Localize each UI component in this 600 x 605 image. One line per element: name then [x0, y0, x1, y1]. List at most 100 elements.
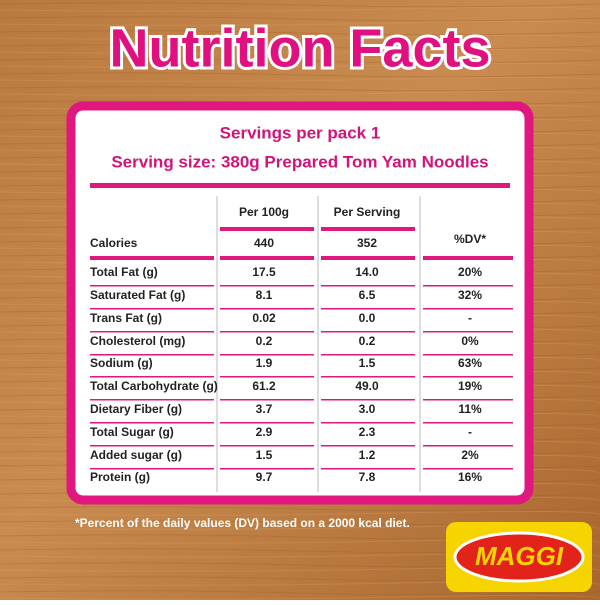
cell: 63%	[458, 356, 482, 370]
cell: 0.0	[359, 311, 376, 325]
row-label: Protein (g)	[90, 470, 150, 484]
cell: 14.0	[355, 265, 379, 279]
panel	[66, 101, 534, 505]
row-label: Cholesterol (mg)	[90, 334, 185, 348]
row-rule	[321, 308, 415, 310]
cell: 17.5	[252, 265, 276, 279]
cell: 61.2	[252, 379, 276, 393]
cell: 32%	[458, 288, 482, 302]
cell: 2.3	[359, 425, 376, 439]
cell: 7.8	[359, 470, 376, 484]
row-rule	[220, 445, 314, 447]
header-bar	[321, 227, 415, 231]
row-rule	[321, 422, 415, 424]
row-rule	[423, 468, 513, 470]
header: Per Serving	[334, 205, 401, 219]
cell: 352	[357, 236, 377, 250]
cell: 0.2	[256, 334, 273, 348]
logo-text: MAGGI	[475, 541, 564, 571]
cell: 6.5	[359, 288, 376, 302]
footnote: *Percent of the daily values (DV) based …	[75, 516, 410, 530]
row-label: Dietary Fiber (g)	[90, 402, 182, 416]
header: %DV*	[454, 232, 486, 246]
title: Nutrition Facts	[109, 18, 490, 78]
row-rule	[321, 354, 415, 356]
row-rule	[321, 256, 415, 260]
logo: MAGGI	[446, 522, 592, 592]
row-rule	[90, 308, 214, 310]
row-rule	[90, 354, 214, 356]
column-lines	[216, 196, 421, 492]
row-rule	[90, 445, 214, 447]
row-label: Total Fat (g)	[90, 265, 158, 279]
row-rule	[423, 285, 513, 287]
cell: 3.7	[256, 402, 273, 416]
row-rule	[220, 354, 314, 356]
cell: 16%	[458, 470, 482, 484]
row-rule	[321, 399, 415, 401]
row-rule	[423, 445, 513, 447]
row-rule	[321, 331, 415, 333]
cell: 19%	[458, 379, 482, 393]
row-rule	[220, 468, 314, 470]
cell: 20%	[458, 265, 482, 279]
row-rule	[220, 285, 314, 287]
row-rule	[423, 331, 513, 333]
row-rule	[321, 468, 415, 470]
row-label: Total Carbohydrate (g)	[90, 379, 218, 393]
cell: 49.0	[355, 379, 379, 393]
cell: 11%	[458, 402, 482, 416]
cell: 440	[254, 236, 274, 250]
row-rule	[321, 445, 415, 447]
row-label: Total Sugar (g)	[90, 425, 174, 439]
cell: 3.0	[359, 402, 376, 416]
serving-size: Serving size: 380g Prepared Tom Yam Nood…	[111, 152, 488, 171]
cell: 8.1	[256, 288, 273, 302]
row-rule	[423, 422, 513, 424]
row-rule	[220, 422, 314, 424]
servings: Servings per pack 1	[220, 123, 381, 142]
divider	[90, 183, 510, 188]
rows: Calories 440 352 Total Fat (g) 17.5 14.0 20% Sa…	[90, 236, 513, 484]
row-label: Trans Fat (g)	[90, 311, 162, 325]
row-rule	[423, 354, 513, 356]
cell: 1.9	[256, 356, 273, 370]
cell: 2%	[461, 448, 479, 462]
row-label: Added sugar (g)	[90, 448, 182, 462]
row-rule	[423, 376, 513, 378]
row-rule	[90, 422, 214, 424]
header: Per 100g	[239, 205, 289, 219]
row-rule	[90, 331, 214, 333]
cell: -	[468, 425, 472, 439]
row-rule	[90, 256, 214, 260]
cell: 0.02	[252, 311, 276, 325]
cell: 9.7	[256, 470, 273, 484]
cell: -	[468, 311, 472, 325]
cell: 1.2	[359, 448, 376, 462]
row-rule	[220, 399, 314, 401]
row-rule	[220, 256, 314, 260]
row-rule	[423, 308, 513, 310]
cell: 2.9	[256, 425, 273, 439]
row-rule	[220, 308, 314, 310]
row-label: Sodium (g)	[90, 356, 153, 370]
row-rule	[423, 399, 513, 401]
row-label: Calories	[90, 236, 138, 250]
row-rule	[321, 285, 415, 287]
row-rule	[90, 468, 214, 470]
row-rule	[220, 376, 314, 378]
cell: 0%	[461, 334, 479, 348]
header-bar	[220, 227, 314, 231]
cell: 1.5	[256, 448, 273, 462]
row-rule	[90, 376, 214, 378]
cell: 0.2	[359, 334, 376, 348]
row-rule	[90, 285, 214, 287]
row-rule	[220, 331, 314, 333]
row-label: Saturated Fat (g)	[90, 288, 185, 302]
cell: 1.5	[359, 356, 376, 370]
row-rule	[90, 399, 214, 401]
row-rule	[423, 256, 513, 260]
logo-oval	[453, 531, 585, 583]
row-rule	[321, 376, 415, 378]
